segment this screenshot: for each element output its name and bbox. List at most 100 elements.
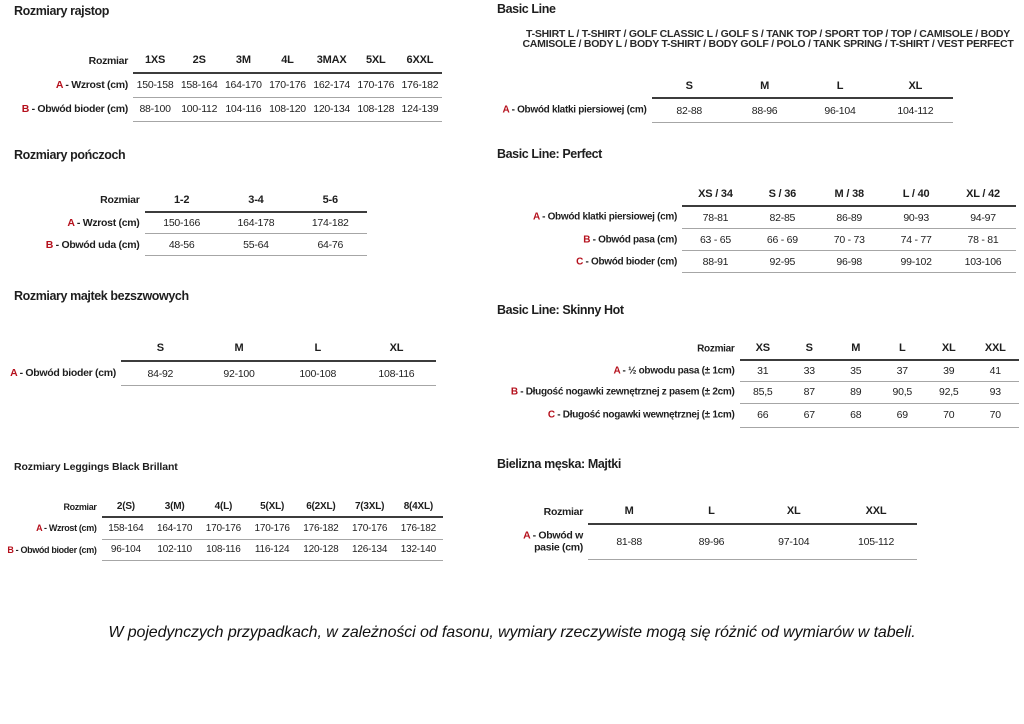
value-cell: 150-158	[133, 73, 178, 98]
measurement-letter: A	[533, 211, 540, 223]
value-cell: 96-98	[815, 250, 883, 273]
value-cell: 70	[972, 403, 1019, 428]
size-column-header: XL	[925, 338, 972, 361]
table-leggings: Rozmiar 2(S) 3(M) 4(L) 5(XL) 6(2XL) 7(3XL) 8(4X…	[0, 497, 443, 562]
value-cell: 158-164	[177, 73, 222, 98]
corner-label: Rozmiar	[88, 54, 129, 67]
size-column-header: 1XS	[133, 48, 178, 74]
value-cell: 88-96	[726, 98, 803, 123]
size-column-header: 3-4	[218, 188, 294, 213]
value-cell: 164-178	[218, 212, 294, 235]
value-cell: 63 - 65	[682, 228, 749, 251]
size-column-header: 6XXL	[397, 48, 442, 74]
value-cell: 126-134	[345, 539, 394, 562]
measurement-label: B - Obwód bioder (cm)	[7, 544, 97, 555]
value-cell: 158-164	[101, 517, 151, 540]
value-cell: 81-88	[588, 524, 671, 560]
footer-note: W pojedynczych przypadkach, w zależności…	[108, 624, 916, 641]
size-column-header: 4L	[265, 48, 310, 74]
value-cell: 176-182	[394, 517, 443, 540]
value-cell: 39	[925, 359, 972, 383]
value-cell: 70	[925, 403, 972, 428]
size-column-header: 6(2XL)	[296, 497, 346, 518]
size-column-header: 3M	[221, 48, 266, 74]
value-cell: 89-96	[670, 524, 753, 560]
measurement-label: A - Obwód w pasie (cm)	[523, 529, 583, 554]
value-cell: 92,5	[925, 381, 972, 404]
size-header-row: Rozmiar M L XL XXL	[503, 499, 918, 525]
value-cell: 87	[786, 381, 833, 404]
size-column-header: S	[786, 338, 833, 361]
measurement-letter: B	[21, 103, 30, 116]
size-column-header: L / 40	[882, 183, 950, 207]
size-column-header: L	[670, 499, 753, 525]
size-column-header: S	[121, 336, 200, 362]
size-column-header: M	[832, 338, 879, 361]
measurement-label: A - Wzrost (cm)	[36, 523, 97, 534]
measurement-letter: A	[502, 104, 510, 116]
value-cell: 164-170	[221, 73, 266, 98]
size-column-header: M / 38	[815, 183, 883, 207]
size-column-header: L	[879, 338, 926, 361]
measurement-row: A - Obwód klatki piersiowej (cm) 78-81 82-…	[500, 206, 1017, 229]
size-column-header: XXL	[972, 338, 1019, 361]
value-cell: 66 - 69	[748, 228, 816, 251]
size-table: S M L XL A - Obwód bioder (cm) 84-92 92-100 100…	[0, 336, 436, 386]
size-column-header: 1-2	[144, 188, 219, 213]
measurement-row: B - Obwód bioder (cm) 96-104 102-110 108-11…	[0, 539, 443, 562]
value-cell: 78-81	[682, 206, 749, 229]
value-cell: 86-89	[815, 206, 883, 229]
table-ponczoch: Rozmiar 1-2 3-4 5-6 A - Wzrost (cm) 150-166 16…	[0, 188, 368, 256]
size-header-row: XS / 34 S / 36 M / 38 L / 40 XL / 42	[500, 183, 1017, 207]
size-column-header: XS	[739, 338, 786, 361]
size-column-header: S / 36	[748, 183, 816, 207]
size-column-header: M	[588, 499, 671, 525]
measurement-label: A - Obwód bioder (cm)	[10, 367, 116, 380]
measurement-label: B - Długość nogawki zewnętrznej z pasem …	[510, 386, 735, 398]
value-cell: 174-182	[293, 212, 368, 235]
basic-line-caption: T-SHIRT L / T-SHIRT / GOLF CLASSIC L / G…	[512, 28, 1024, 50]
size-column-header: XL	[877, 75, 954, 100]
measurement-row: B - Obwód uda (cm) 48-56 55-64 64-76	[0, 233, 368, 256]
measurement-label: B - Obwód uda (cm)	[45, 238, 140, 251]
value-cell: 97-104	[752, 524, 835, 560]
value-cell: 150-166	[144, 212, 219, 235]
value-cell: 92-100	[199, 361, 279, 386]
measurement-label: B - Obwód bioder (cm)	[21, 103, 129, 116]
value-cell: 170-176	[345, 517, 394, 540]
value-cell: 93	[972, 381, 1019, 404]
section-title-bielizna-meska: Bielizna męska: Majtki	[497, 457, 621, 471]
measurement-label: B - Obwód pasa (cm)	[583, 234, 677, 245]
corner-label: Rozmiar	[697, 343, 735, 355]
value-cell: 33	[786, 359, 833, 383]
size-column-header: XL	[357, 336, 436, 362]
value-cell: 84-92	[121, 361, 200, 386]
size-column-header: 2S	[177, 48, 222, 74]
table-rajstop: Rozmiar 1XS 2S 3M 4L 3MAX 5XL 6XXL A - Wzrost (c…	[0, 48, 442, 122]
size-header-row: Rozmiar 2(S) 3(M) 4(L) 5(XL) 6(2XL) 7(3XL) 8(4X…	[0, 497, 443, 518]
corner-label	[0, 336, 121, 361]
size-column-header: 4(L)	[199, 497, 248, 518]
value-cell: 108-120	[265, 97, 310, 122]
value-cell: 92-95	[748, 250, 816, 273]
measurement-label: A - ½ obwodu pasa (± 1cm)	[613, 365, 735, 377]
measurement-label: A - Wzrost (cm)	[55, 79, 128, 92]
size-column-header: 5XL	[353, 48, 398, 74]
measurement-label: A - Obwód klatki piersiowej (cm)	[502, 104, 647, 116]
measurement-label: C - Długość nogawki wewnętrznej (± 1cm)	[547, 409, 735, 421]
basic-line-caption-line1: T-SHIRT L / T-SHIRT / GOLF CLASSIC L / G…	[526, 28, 1010, 40]
value-cell: 64-76	[293, 233, 368, 256]
value-cell: 164-170	[150, 517, 199, 540]
size-column-header: 5(XL)	[247, 497, 297, 518]
size-column-header: S	[651, 75, 727, 100]
value-cell: 104-116	[221, 97, 266, 122]
size-header-row: Rozmiar 1-2 3-4 5-6	[0, 188, 368, 213]
measurement-letter: A	[55, 79, 63, 92]
table-basic-skinny-hot: Rozmiar XS S M L XL XXL A - ½ obwodu pasa (± 1c…	[496, 338, 1019, 428]
value-cell: 100-112	[177, 97, 222, 122]
value-cell: 67	[786, 403, 833, 428]
value-cell: 69	[879, 403, 926, 428]
value-cell: 82-85	[748, 206, 816, 229]
measurement-letter: B	[583, 234, 591, 245]
